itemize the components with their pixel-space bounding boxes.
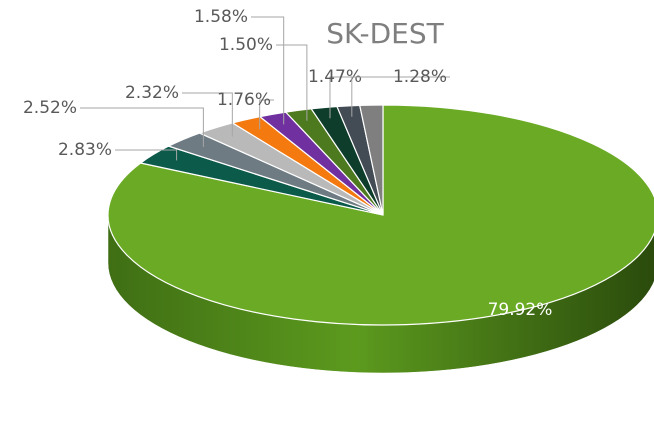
data-label: 2.32% — [125, 83, 179, 103]
data-label: 79.92% — [488, 300, 553, 320]
chart-title: SK-DEST — [326, 17, 444, 50]
data-label: 1.58% — [194, 7, 248, 27]
slice — [359, 104, 384, 216]
data-label: 1.50% — [219, 35, 273, 55]
leader-line — [182, 92, 233, 137]
leader-line — [115, 149, 178, 161]
data-label: 1.76% — [217, 90, 271, 110]
leader-line — [251, 16, 285, 125]
leader-line — [276, 44, 308, 121]
data-label: 2.52% — [23, 98, 77, 118]
leader-line — [259, 99, 274, 130]
leader-line — [351, 76, 450, 117]
data-label: 2.83% — [58, 140, 112, 160]
leader-line — [80, 107, 204, 147]
data-label: 1.28% — [393, 67, 447, 87]
data-label: 1.47% — [308, 67, 362, 87]
